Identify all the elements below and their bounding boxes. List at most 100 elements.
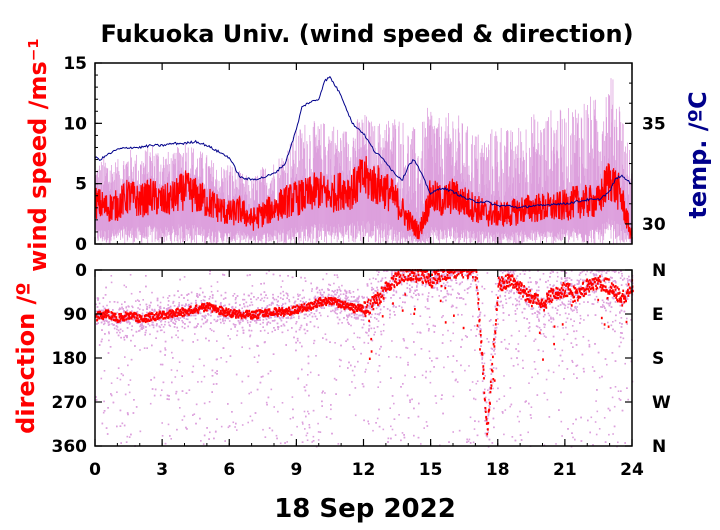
direction-point [374,303,376,306]
direction-point [106,433,109,435]
direction-point [178,302,180,304]
direction-point [270,304,272,306]
direction-point [504,291,507,294]
direction-point [434,274,436,276]
direction-point [292,408,294,411]
direction-point [492,367,495,369]
direction-point [255,298,258,301]
direction-point [179,317,182,319]
direction-point [101,338,103,341]
direction-point [510,403,513,406]
direction-point [357,296,360,299]
direction-point [311,290,313,292]
direction-point [136,322,139,324]
direction-point [130,329,133,331]
direction-point [550,270,553,272]
direction-point [338,318,341,321]
direction-point [143,347,146,349]
direction-point [346,318,348,321]
direction-point [502,306,504,309]
direction-point [393,402,395,405]
direction-point [271,429,274,432]
direction-point [149,311,151,313]
direction-point [183,276,186,278]
direction-point [162,296,165,299]
direction-point [334,293,336,296]
direction-point [604,358,607,360]
direction-point [306,315,309,318]
direction-point [125,306,127,309]
direction-point [334,312,337,314]
direction-point [172,302,174,304]
direction-point [578,274,581,276]
direction-point [503,375,505,377]
direction-point [496,313,498,316]
direction-point [197,305,200,308]
direction-point [269,322,272,324]
direction-point [395,270,398,272]
direction-point [216,319,219,321]
direction-point [402,383,404,385]
direction-point [543,335,546,337]
direction-point [305,434,308,437]
direction-point [608,433,610,436]
direction-point [390,297,392,299]
y2-tick-label: 30 [642,215,666,235]
direction-point [341,284,343,287]
direction-point [479,324,481,327]
direction-point [339,298,341,300]
direction-point [227,426,230,429]
direction-point [533,361,536,363]
direction-point [113,301,116,303]
direction-point [108,332,110,335]
direction-point [265,401,268,404]
direction-point [102,309,105,312]
direction-point [516,307,518,310]
direction-point [513,273,515,275]
direction-point [582,279,584,281]
direction-point [167,307,170,309]
direction-point [333,377,336,380]
direction-point [317,422,319,425]
direction-point [340,359,342,362]
direction-point [103,400,105,403]
direction-point [554,307,557,309]
direction-point [567,300,570,303]
direction-point [440,398,443,400]
direction-point [491,348,494,350]
direction-point [448,293,450,295]
direction-point [308,298,311,301]
direction-point [265,272,268,275]
direction-point [339,365,341,368]
direction-point [358,295,360,298]
direction-point [159,307,162,310]
direction-point [555,443,557,445]
direction-point [216,340,218,342]
direction-point [264,307,267,310]
direction-point [411,323,414,325]
direction-point [371,313,373,316]
direction-point [297,339,299,342]
direction-point [441,273,443,276]
direction-point [358,300,360,303]
direction-point [504,409,507,411]
direction-point [457,292,459,294]
direction-point [210,309,212,311]
direction-point [474,349,476,351]
direction-point [573,320,575,322]
direction-point [230,328,232,330]
direction-point [543,326,546,328]
direction-point [595,433,598,436]
direction-point [316,286,318,289]
direction-point [350,316,353,318]
direction-point [116,331,118,334]
direction-point [128,391,131,394]
direction-point [568,313,570,315]
direction-point [614,319,617,322]
direction-point [505,281,507,283]
direction-point [293,316,295,319]
direction-point [445,272,448,275]
direction-point [142,299,144,301]
direction-point [398,414,400,416]
direction-point [401,432,404,434]
